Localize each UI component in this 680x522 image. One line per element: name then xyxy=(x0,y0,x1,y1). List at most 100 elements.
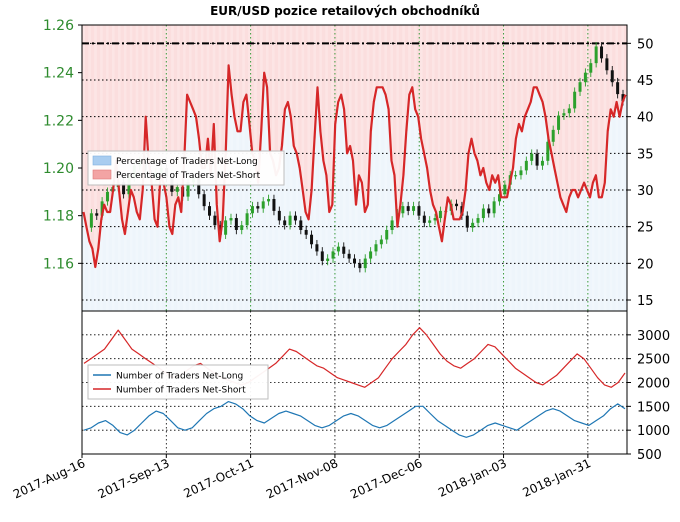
net-short-shade xyxy=(464,25,468,190)
candle-body xyxy=(229,218,233,221)
net-short-shade xyxy=(111,25,115,190)
net-long-shade xyxy=(87,241,92,311)
net-short-shade xyxy=(549,25,554,154)
net-long-shade xyxy=(499,197,503,311)
net-long-shade xyxy=(203,168,207,311)
net-long-shade xyxy=(618,116,622,312)
net-short-shade xyxy=(318,25,323,132)
net-short-shade xyxy=(401,25,406,176)
net-short-shade xyxy=(173,25,178,205)
net-short-shade xyxy=(544,25,548,117)
net-short-shade xyxy=(434,25,438,212)
net-long-shade xyxy=(585,190,589,311)
net-short-shade xyxy=(470,25,474,139)
net-long-shade xyxy=(262,72,267,312)
count-axis-tick-label: 2500 xyxy=(637,353,670,368)
net-long-shade xyxy=(241,102,246,311)
net-long-shade xyxy=(84,226,89,311)
net-long-shade xyxy=(206,138,210,311)
net-short-shade xyxy=(233,25,237,117)
candle-body xyxy=(524,160,528,171)
net-long-shade xyxy=(597,197,601,311)
legend-label: Number of Traders Net-Short xyxy=(116,386,246,396)
net-short-shade xyxy=(393,25,397,176)
candle-body xyxy=(267,198,271,202)
left-axis-tick-label: 1.16 xyxy=(43,256,74,272)
legend-label: Number of Traders Net-Long xyxy=(116,372,243,382)
net-long-shade xyxy=(268,153,272,311)
net-short-shade xyxy=(511,25,515,168)
candle-body xyxy=(234,218,238,230)
net-long-shade xyxy=(253,160,258,311)
net-short-shade xyxy=(236,25,240,132)
net-short-shade xyxy=(461,25,465,212)
net-long-shade xyxy=(502,197,506,311)
count-axis-tick-label: 1000 xyxy=(637,424,670,439)
right-axis-tick-label: 50 xyxy=(637,37,654,52)
net-short-shade xyxy=(428,25,432,190)
net-short-percentage-line xyxy=(82,64,627,269)
net-long-shade xyxy=(404,131,409,311)
net-short-shade xyxy=(256,25,261,183)
net-short-shade xyxy=(591,25,595,183)
candle-body xyxy=(428,220,432,223)
net-short-shade xyxy=(215,25,219,205)
net-long-shade xyxy=(490,175,495,311)
candle-body xyxy=(438,210,442,219)
net-short-shade xyxy=(224,25,228,154)
net-long-shade xyxy=(511,168,515,311)
net-long-shade xyxy=(431,204,435,311)
net-short-shade xyxy=(108,25,113,212)
net-short-shade xyxy=(520,25,524,132)
net-long-shade xyxy=(117,190,121,311)
net-short-shade xyxy=(529,25,533,102)
net-long-shade xyxy=(247,124,252,311)
net-short-shade xyxy=(324,25,329,176)
candle-body xyxy=(127,177,131,195)
net-long-shade xyxy=(111,190,115,311)
candle-body xyxy=(497,194,501,202)
net-short-shade xyxy=(161,25,166,183)
net-long-shade xyxy=(381,87,385,311)
net-long-shade xyxy=(298,168,302,311)
net-short-shade xyxy=(197,25,201,139)
net-long-shade xyxy=(194,116,198,312)
net-long-shade xyxy=(600,197,604,311)
net-short-shade xyxy=(304,25,308,212)
net-long-shade xyxy=(561,204,566,311)
net-long-shade xyxy=(437,226,441,311)
net-long-shade xyxy=(209,175,213,311)
candle-body xyxy=(369,251,373,259)
net-short-shade xyxy=(496,25,501,176)
net-short-shade xyxy=(271,25,275,161)
net-short-shade xyxy=(588,25,592,198)
net-short-shade xyxy=(170,25,175,234)
net-short-shade xyxy=(360,25,364,183)
net-short-shade xyxy=(289,25,293,117)
net-short-shade xyxy=(123,25,127,234)
candle-body xyxy=(213,215,217,226)
candle-body xyxy=(401,206,405,214)
net-short-shade xyxy=(105,25,110,212)
net-long-shade xyxy=(351,160,355,311)
candle-body xyxy=(326,258,330,261)
net-short-shade xyxy=(475,25,480,161)
net-long-shade xyxy=(345,153,349,311)
net-short-shade xyxy=(310,25,314,190)
net-long-shade xyxy=(472,153,477,311)
candle-body xyxy=(358,263,362,269)
net-long-shade xyxy=(342,109,347,311)
net-long-shade xyxy=(464,190,468,311)
net-short-shade xyxy=(493,25,498,183)
candle-body xyxy=(95,213,99,216)
net-short-shade xyxy=(342,25,347,110)
net-long-shade xyxy=(99,219,104,311)
net-short-shade xyxy=(419,25,424,139)
net-short-shade xyxy=(484,25,489,183)
net-short-shade xyxy=(129,25,133,190)
net-long-shade xyxy=(215,204,219,311)
candle-body xyxy=(465,215,469,228)
net-short-shade xyxy=(490,25,495,176)
net-short-shade xyxy=(467,25,471,154)
net-long-shade xyxy=(603,182,607,311)
